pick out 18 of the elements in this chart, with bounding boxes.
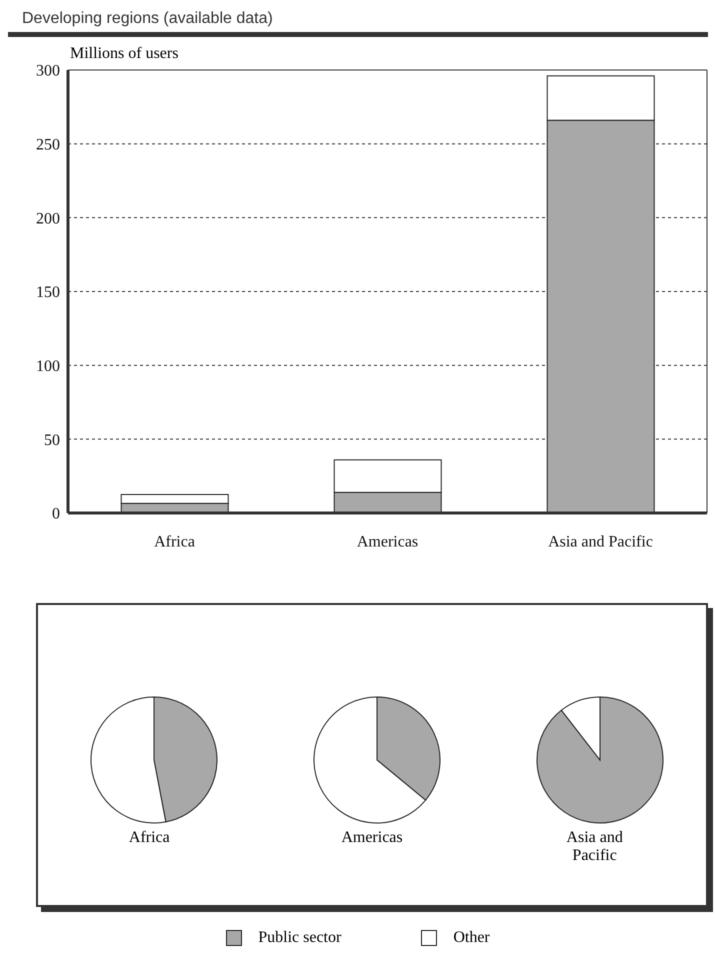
x-tick-label: Africa xyxy=(154,533,195,550)
pie-slice xyxy=(536,696,664,824)
text: Americas xyxy=(340,829,404,847)
y-axis-title: Millions of users xyxy=(70,45,180,63)
y-tick-label: 100 xyxy=(36,358,60,376)
x-tick-label: Asia and Pacific xyxy=(548,533,653,550)
legend-label: Other xyxy=(453,929,490,947)
y-tick-label: 50 xyxy=(44,432,60,449)
y-tick-label: 150 xyxy=(36,284,60,302)
text: Africa xyxy=(128,829,171,847)
y-tick-label: 200 xyxy=(36,210,60,228)
y-tick-label: 300 xyxy=(36,62,60,80)
y-tick-label: 250 xyxy=(36,136,60,154)
x-tick-label: Americas xyxy=(356,533,418,550)
text: Asia and Pacific xyxy=(565,829,624,865)
y-tick-label: 0 xyxy=(52,506,60,523)
chart-title: Developing regions (available data) xyxy=(8,8,708,37)
legend-label: Public sector xyxy=(258,929,342,947)
